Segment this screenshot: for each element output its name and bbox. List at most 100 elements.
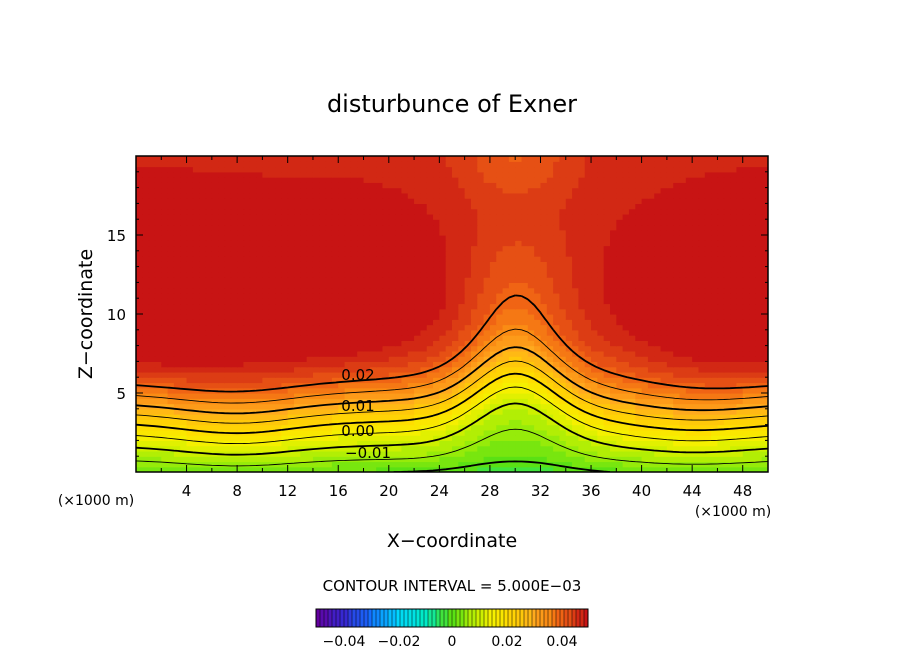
contour-cell xyxy=(294,414,301,420)
contour-cell xyxy=(376,303,384,310)
contour-cell xyxy=(610,229,617,236)
contour-cell xyxy=(161,419,169,426)
contour-cell xyxy=(306,235,314,241)
contour-cell xyxy=(572,213,579,220)
contour-cell xyxy=(275,319,282,326)
contour-cell xyxy=(192,429,200,436)
contour-cell xyxy=(458,271,466,278)
contour-cell xyxy=(249,361,257,368)
contour-cell xyxy=(287,335,295,341)
contour-cell xyxy=(388,414,396,420)
contour-cell xyxy=(205,466,213,472)
contour-cell xyxy=(154,466,162,472)
contour-cell xyxy=(458,466,466,472)
contour-cell xyxy=(439,324,447,331)
contour-cell xyxy=(742,287,750,294)
contour-cell xyxy=(192,282,200,289)
contour-cell xyxy=(534,461,542,468)
contour-cell xyxy=(237,382,245,389)
contour-cell xyxy=(369,303,377,310)
contour-cell xyxy=(673,287,681,294)
contour-cell xyxy=(161,340,169,347)
contour-cell xyxy=(249,213,257,220)
contour-cell xyxy=(275,298,282,305)
contour-cell xyxy=(306,408,314,415)
contour-cell xyxy=(350,308,358,315)
contour-cell xyxy=(496,314,504,320)
contour-cell xyxy=(363,466,371,472)
contour-cell xyxy=(243,414,251,420)
contour-cell xyxy=(230,235,238,241)
contour-cell xyxy=(275,387,282,394)
contour-cell xyxy=(199,277,207,283)
contour-cell xyxy=(230,240,238,247)
contour-cell xyxy=(161,208,169,215)
contour-cell xyxy=(610,324,617,331)
contour-cell xyxy=(262,366,270,373)
contour-cell xyxy=(673,292,681,299)
contour-cell xyxy=(407,461,415,468)
contour-cell xyxy=(426,224,434,231)
contour-cell xyxy=(565,282,573,289)
contour-cell xyxy=(717,250,725,257)
contour-cell xyxy=(730,303,737,310)
contour-cell xyxy=(363,361,371,368)
contour-cell xyxy=(382,335,390,341)
contour-cell xyxy=(287,235,295,241)
contour-cell xyxy=(357,466,365,472)
contour-cell xyxy=(294,445,301,452)
contour-cell xyxy=(420,292,428,299)
contour-cell xyxy=(572,450,579,457)
contour-cell xyxy=(559,456,567,463)
contour-cell xyxy=(584,219,592,226)
contour-cell xyxy=(325,335,333,341)
contour-cell xyxy=(489,435,497,441)
contour-cell xyxy=(685,435,693,441)
contour-cell xyxy=(515,424,523,431)
contour-cell xyxy=(369,393,377,399)
contour-cell xyxy=(622,403,630,410)
contour-cell xyxy=(401,335,409,341)
contour-cell xyxy=(230,250,238,257)
contour-cell xyxy=(376,308,384,315)
contour-cell xyxy=(369,324,377,331)
contour-cell xyxy=(388,350,396,357)
contour-cell xyxy=(401,224,409,231)
contour-cell xyxy=(704,235,712,241)
contour-cell xyxy=(287,440,295,447)
contour-cell xyxy=(205,324,213,331)
contour-cell xyxy=(647,371,655,378)
contour-cell xyxy=(192,424,200,431)
contour-cell xyxy=(730,261,737,268)
contour-cell xyxy=(635,282,643,289)
contour-cell xyxy=(635,429,643,436)
contour-cell xyxy=(502,287,510,294)
contour-cell xyxy=(483,429,491,436)
contour-cell xyxy=(344,340,352,347)
contour-cell xyxy=(616,361,624,368)
contour-cell xyxy=(433,250,440,257)
contour-cell xyxy=(395,408,403,415)
contour-cell xyxy=(363,277,371,283)
contour-cell xyxy=(685,429,693,436)
contour-cell xyxy=(262,393,270,399)
contour-cell xyxy=(635,303,643,310)
contour-cell xyxy=(369,461,377,468)
contour-cell xyxy=(496,456,504,463)
contour-cell xyxy=(281,350,289,357)
contour-cell xyxy=(755,345,763,352)
contour-cell xyxy=(477,240,485,247)
contour-cell xyxy=(597,314,605,320)
contour-cell xyxy=(458,450,466,457)
contour-cell xyxy=(540,277,548,283)
contour-cell xyxy=(142,340,150,347)
contour-cell xyxy=(647,393,655,399)
contour-cell xyxy=(148,340,156,347)
contour-cell xyxy=(268,250,276,257)
contour-cell xyxy=(723,387,731,394)
contour-cell xyxy=(452,245,459,252)
contour-cell xyxy=(136,235,143,241)
contour-cell xyxy=(489,235,497,241)
contour-cell xyxy=(426,213,434,220)
contour-cell xyxy=(199,292,207,299)
